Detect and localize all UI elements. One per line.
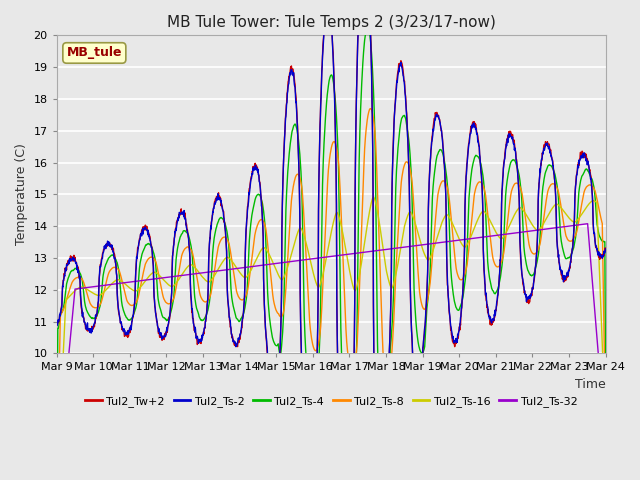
Title: MB Tule Tower: Tule Temps 2 (3/23/17-now): MB Tule Tower: Tule Temps 2 (3/23/17-now… [166,15,495,30]
Text: MB_tule: MB_tule [67,47,122,60]
Legend: Tul2_Tw+2, Tul2_Ts-2, Tul2_Ts-4, Tul2_Ts-8, Tul2_Ts-16, Tul2_Ts-32: Tul2_Tw+2, Tul2_Ts-2, Tul2_Ts-4, Tul2_Ts… [81,392,582,411]
X-axis label: Time: Time [575,378,605,391]
Y-axis label: Temperature (C): Temperature (C) [15,144,28,245]
